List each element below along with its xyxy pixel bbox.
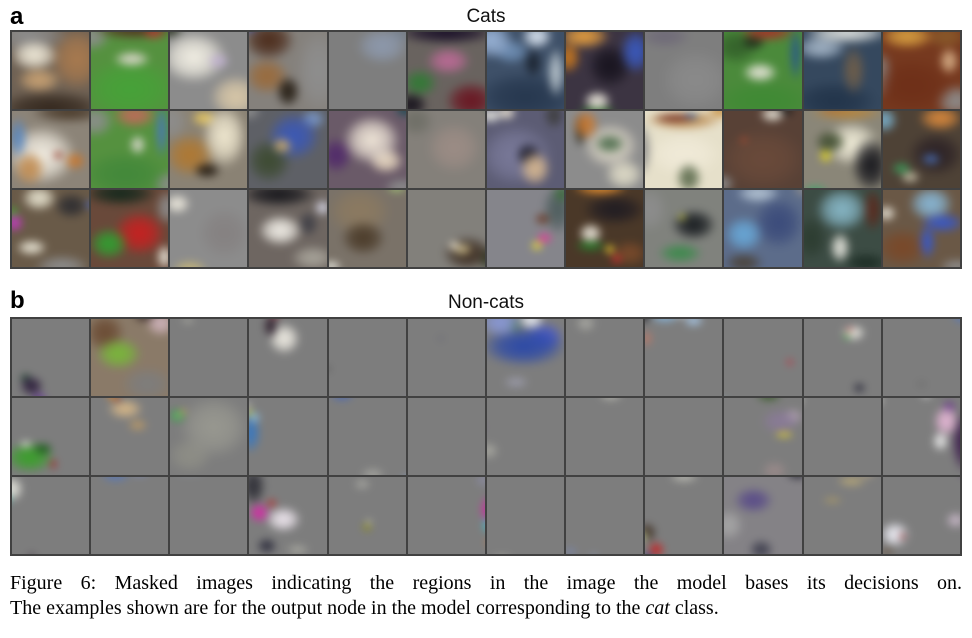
- masked-image-cell: [249, 32, 327, 109]
- masked-image-cell: [566, 32, 644, 109]
- masked-image-cell: [566, 477, 644, 554]
- masked-image-cell: [91, 32, 169, 109]
- masked-image-cell: [486, 190, 565, 267]
- masked-image-cell: [170, 32, 248, 109]
- caption-line-2-end: class.: [669, 596, 719, 619]
- masked-image-cell: [12, 190, 90, 267]
- masked-image-cell: [407, 477, 485, 554]
- masked-image-cell: [724, 32, 802, 109]
- masked-image-cell: [882, 190, 960, 267]
- masked-image-cell: [249, 319, 327, 396]
- masked-image-cell: [645, 477, 723, 554]
- masked-image-cell: [566, 190, 644, 267]
- caption-line-1: Figure 6: Masked images indicating the r…: [10, 572, 962, 594]
- masked-image-cell: [12, 398, 90, 475]
- figure-6: a Cats b Non-cats Figure 6: Masked image…: [10, 4, 962, 621]
- masked-image-cell: [724, 190, 802, 267]
- masked-image-cell: [803, 32, 881, 109]
- masked-image-cell: [12, 111, 90, 188]
- panel-b-image-grid: [10, 317, 962, 556]
- masked-image-cell: [486, 32, 565, 109]
- masked-image-cell: [170, 111, 248, 188]
- panel-a: a Cats: [10, 4, 962, 269]
- masked-image-cell: [249, 477, 327, 554]
- panel-b-header: b Non-cats: [10, 284, 962, 317]
- masked-image-cell: [724, 111, 802, 188]
- masked-image-cell: [882, 319, 960, 396]
- masked-image-cell: [882, 111, 960, 188]
- masked-image-cell: [486, 111, 565, 188]
- panel-a-title: Cats: [466, 6, 506, 27]
- masked-image-cell: [645, 32, 723, 109]
- masked-image-cell: [407, 319, 485, 396]
- masked-image-cell: [249, 111, 327, 188]
- masked-image-cell: [170, 398, 248, 475]
- masked-image-cell: [803, 477, 881, 554]
- caption-italic-word: cat: [645, 596, 670, 619]
- panel-a-header: a Cats: [10, 4, 962, 30]
- masked-image-cell: [91, 319, 169, 396]
- caption-line-2: The examples shown are for the output no…: [10, 596, 962, 621]
- masked-image-cell: [882, 32, 960, 109]
- masked-image-cell: [803, 111, 881, 188]
- masked-image-cell: [486, 319, 565, 396]
- masked-image-cell: [12, 477, 90, 554]
- masked-image-cell: [328, 398, 406, 475]
- masked-image-cell: [724, 477, 802, 554]
- masked-image-cell: [724, 319, 802, 396]
- masked-image-cell: [170, 477, 248, 554]
- masked-image-cell: [249, 190, 327, 267]
- masked-image-cell: [91, 398, 169, 475]
- masked-image-cell: [645, 319, 723, 396]
- masked-image-cell: [328, 477, 406, 554]
- masked-image-cell: [170, 319, 248, 396]
- masked-image-cell: [882, 477, 960, 554]
- panel-b: b Non-cats: [10, 284, 962, 556]
- masked-image-cell: [170, 190, 248, 267]
- panel-b-title: Non-cats: [447, 292, 525, 313]
- masked-image-cell: [91, 111, 169, 188]
- masked-image-cell: [328, 319, 406, 396]
- masked-image-cell: [91, 477, 169, 554]
- panel-b-label: b: [10, 287, 25, 314]
- masked-image-cell: [882, 398, 960, 475]
- panel-a-label: a: [10, 3, 24, 30]
- panel-a-image-grid: [10, 30, 962, 269]
- masked-image-cell: [724, 398, 802, 475]
- masked-image-cell: [645, 190, 723, 267]
- masked-image-cell: [328, 32, 406, 109]
- figure-caption: Figure 6: Masked images indicating the r…: [10, 571, 962, 621]
- masked-image-cell: [803, 319, 881, 396]
- masked-image-cell: [91, 190, 169, 267]
- masked-image-cell: [803, 190, 881, 267]
- masked-image-cell: [645, 111, 723, 188]
- masked-image-cell: [328, 190, 406, 267]
- masked-image-cell: [566, 319, 644, 396]
- masked-image-cell: [645, 398, 723, 475]
- masked-image-cell: [249, 398, 327, 475]
- masked-image-cell: [486, 398, 565, 475]
- masked-image-cell: [407, 190, 485, 267]
- caption-line-2-text: The examples shown are for the output no…: [10, 596, 646, 619]
- masked-image-cell: [12, 32, 90, 109]
- masked-image-cell: [407, 111, 485, 188]
- masked-image-cell: [803, 398, 881, 475]
- masked-image-cell: [12, 319, 90, 396]
- masked-image-cell: [566, 398, 644, 475]
- masked-image-cell: [328, 111, 406, 188]
- masked-image-cell: [486, 477, 565, 554]
- masked-image-cell: [407, 32, 485, 109]
- masked-image-cell: [407, 398, 485, 475]
- masked-image-cell: [566, 111, 644, 188]
